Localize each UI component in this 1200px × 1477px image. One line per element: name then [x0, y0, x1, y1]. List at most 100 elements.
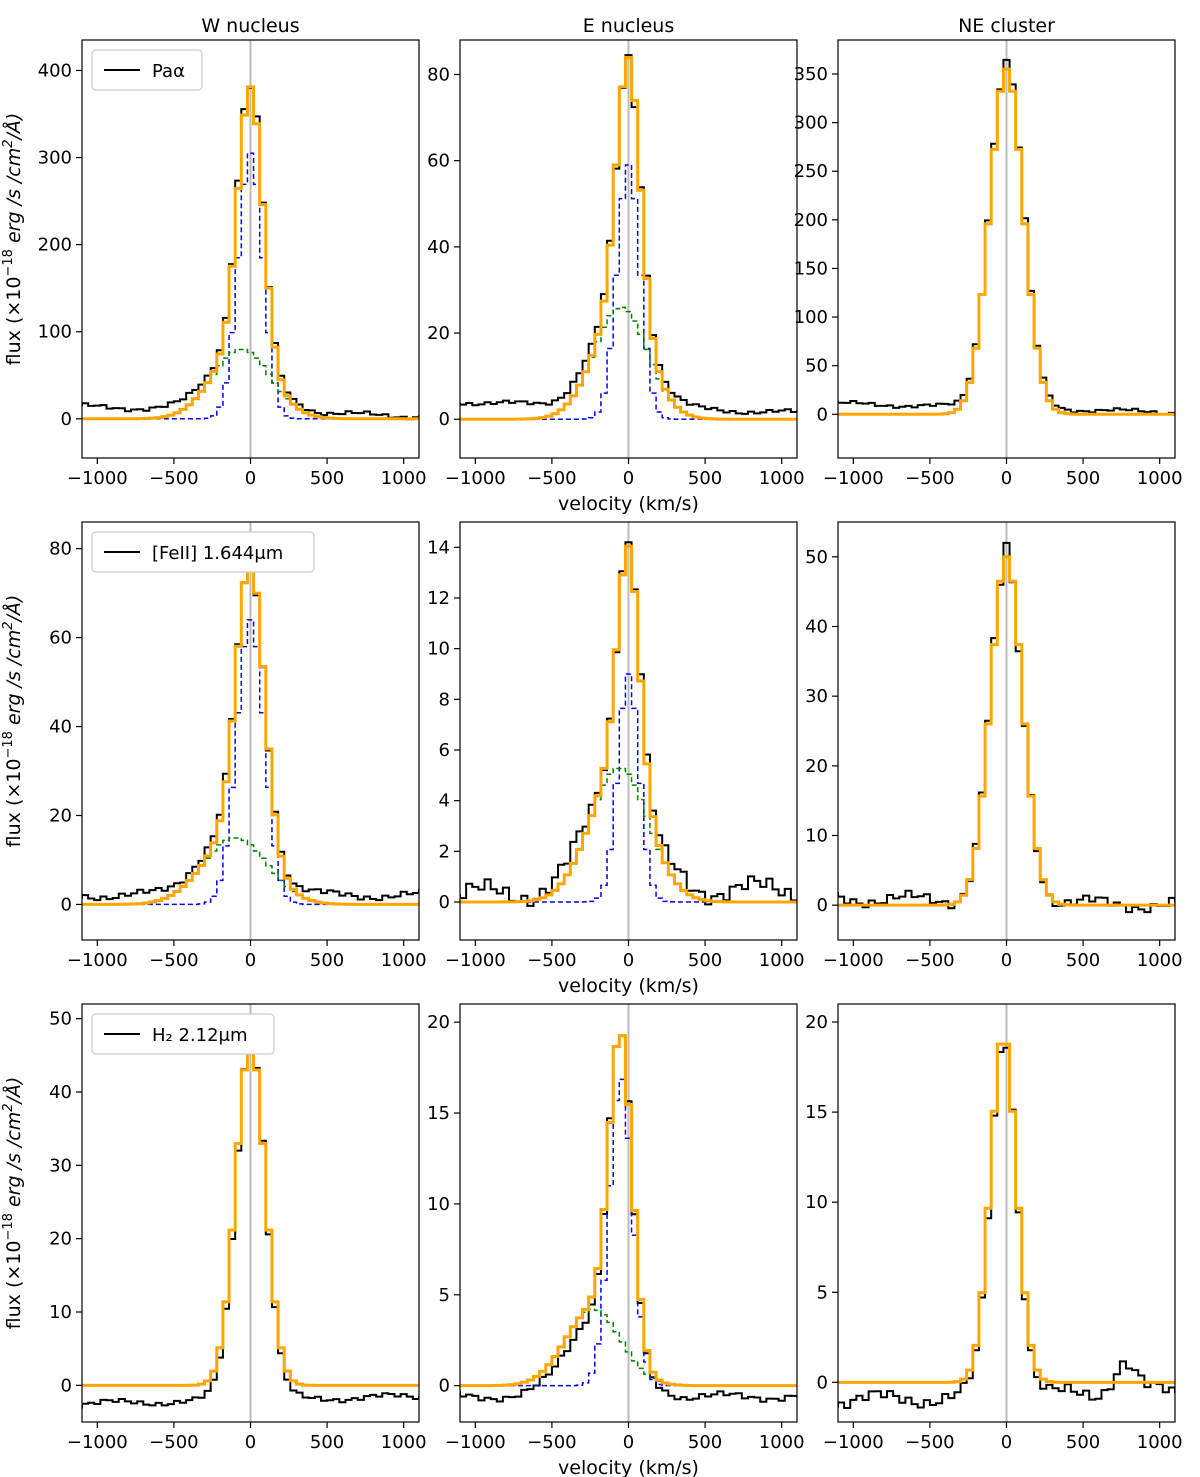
- y-tick-label: 0: [61, 894, 72, 915]
- panel-e-nucleus-0: −1000 −500 0 500 1000 0 20 40 60 80 E nucleus veloc…: [427, 15, 804, 515]
- plot-area: [82, 1004, 419, 1422]
- x-tick-label: 0: [1001, 950, 1012, 971]
- panel-title: W nucleus: [201, 15, 299, 37]
- y-axis-label-cm-exponent: 2: [1, 1103, 16, 1111]
- x-tick-label: 1000: [759, 1432, 805, 1453]
- x-tick-label: −1000: [823, 950, 884, 971]
- y-tick-label: 30: [805, 686, 828, 707]
- y-tick-label: 6: [439, 740, 450, 761]
- legend-label: [FeII] 1.644μm: [152, 543, 283, 564]
- x-tick-label: 1000: [759, 950, 805, 971]
- y-tick-label: 12: [427, 588, 450, 609]
- y-tick-label: 50: [805, 356, 828, 377]
- legend-label: Paα: [152, 61, 185, 82]
- y-axis-label-units: erg /s /cm: [3, 148, 25, 249]
- x-tick-label: 500: [688, 1432, 722, 1453]
- y-tick-label: 60: [49, 628, 72, 649]
- x-tick-label: −500: [527, 950, 576, 971]
- x-tick-label: −1000: [823, 1432, 884, 1453]
- y-axis-label-text: flux (×10−18 erg /s /cm2/Å): [1, 595, 25, 848]
- y-tick-label: 20: [805, 1012, 828, 1033]
- y-tick-label: 10: [49, 1302, 72, 1323]
- y-tick-label: 50: [805, 547, 828, 568]
- panel-title: E nucleus: [583, 15, 674, 37]
- x-axis-label: velocity (km/s): [558, 975, 699, 997]
- x-tick-label: 500: [310, 950, 344, 971]
- narrow-component: [460, 1078, 797, 1387]
- y-tick-label: 0: [817, 1372, 828, 1393]
- y-axis-label-exponent: −18: [1, 1213, 16, 1240]
- y-tick-label: 20: [805, 756, 828, 777]
- legend-box: [91, 49, 203, 91]
- total-fit: [838, 67, 1175, 416]
- x-tick-label: 1000: [1137, 468, 1183, 489]
- y-tick-label: 8: [439, 689, 450, 710]
- broad-component: [460, 306, 797, 420]
- total-fit: [460, 55, 797, 421]
- x-tick-label: 0: [623, 468, 634, 489]
- y-tick-label: 80: [49, 539, 72, 560]
- x-tick-label: 0: [1001, 468, 1012, 489]
- y-tick-label: 0: [439, 409, 450, 430]
- y-tick-label: 300: [794, 113, 828, 134]
- x-tick-label: −500: [527, 1432, 576, 1453]
- x-tick-label: 1000: [1137, 950, 1183, 971]
- y-tick-label: 200: [794, 210, 828, 231]
- x-tick-label: 500: [688, 950, 722, 971]
- y-axis-label-text: flux (×10−18 erg /s /cm2/Å): [1, 113, 25, 366]
- x-tick-label: −1000: [445, 950, 506, 971]
- y-axis-label-units: erg /s /cm: [3, 630, 25, 731]
- total-fit: [460, 544, 797, 904]
- y-tick-label: 60: [427, 151, 450, 172]
- y-tick-label: 80: [427, 64, 450, 85]
- y-tick-label: 0: [439, 892, 450, 913]
- observed-spectrum: [838, 1046, 1175, 1410]
- panel-e-nucleus-2: −1000 −500 0 500 1000 0 5 10 15 20 velocity (km/s): [427, 1003, 805, 1477]
- x-tick-label: −500: [905, 468, 954, 489]
- x-tick-label: 500: [688, 468, 722, 489]
- panel-title: NE cluster: [958, 15, 1055, 37]
- y-axis-label-angstrom: /Å): [2, 113, 25, 142]
- y-tick-label: 0: [61, 1375, 72, 1396]
- y-axis-label-exponent: −18: [1, 731, 16, 758]
- x-tick-label: 0: [245, 468, 256, 489]
- y-tick-label: 0: [439, 1376, 450, 1397]
- x-tick-label: −500: [149, 468, 198, 489]
- y-tick-label: 20: [427, 1012, 450, 1033]
- x-axis-label: velocity (km/s): [558, 1457, 699, 1477]
- x-tick-label: 0: [245, 950, 256, 971]
- legend: Paα: [91, 49, 203, 91]
- y-tick-label: 100: [794, 307, 828, 328]
- panel-ne-cluster-2: −1000 −500 0 500 1000 0 5 10 15 20: [805, 1003, 1183, 1453]
- y-tick-label: 15: [427, 1103, 450, 1124]
- panel-e-nucleus-1: −1000 −500 0 500 1000 0 2 4 6 8 10 12 14 velocity (km…: [427, 521, 805, 997]
- y-tick-label: 30: [49, 1155, 72, 1176]
- total-fit: [82, 558, 419, 906]
- total-fit: [460, 1034, 797, 1388]
- legend: H₂ 2.12μm: [91, 1013, 275, 1055]
- y-tick-label: 250: [794, 161, 828, 182]
- x-tick-label: 1000: [759, 468, 805, 489]
- y-tick-label: 150: [794, 258, 828, 279]
- y-tick-label: 10: [427, 1194, 450, 1215]
- y-tick-label: 20: [49, 805, 72, 826]
- y-tick-label: 0: [817, 895, 828, 916]
- legend-box: [91, 1013, 275, 1055]
- y-tick-label: 40: [49, 1082, 72, 1103]
- panel-ne-cluster-0: −1000 −500 0 500 1000 0 50 100 150 200 250 300 350 NE…: [794, 15, 1183, 489]
- x-tick-label: −500: [149, 950, 198, 971]
- panel-w-nucleus-2: −1000 −500 0 500 1000 0 10 20 30 40 50 flux (×10−18…: [1, 1003, 427, 1453]
- x-tick-label: 500: [1066, 950, 1100, 971]
- plot-area: [838, 522, 1175, 940]
- y-tick-label: 15: [805, 1102, 828, 1123]
- x-tick-label: −1000: [445, 1432, 506, 1453]
- y-tick-label: 0: [61, 409, 72, 430]
- y-tick-label: 0: [817, 404, 828, 425]
- x-tick-label: −500: [527, 468, 576, 489]
- plot-area: [838, 40, 1175, 458]
- y-axis-label-cm-exponent: 2: [1, 621, 16, 629]
- y-tick-label: 200: [38, 235, 72, 256]
- y-tick-label: 100: [38, 322, 72, 343]
- y-tick-label: 350: [794, 64, 828, 85]
